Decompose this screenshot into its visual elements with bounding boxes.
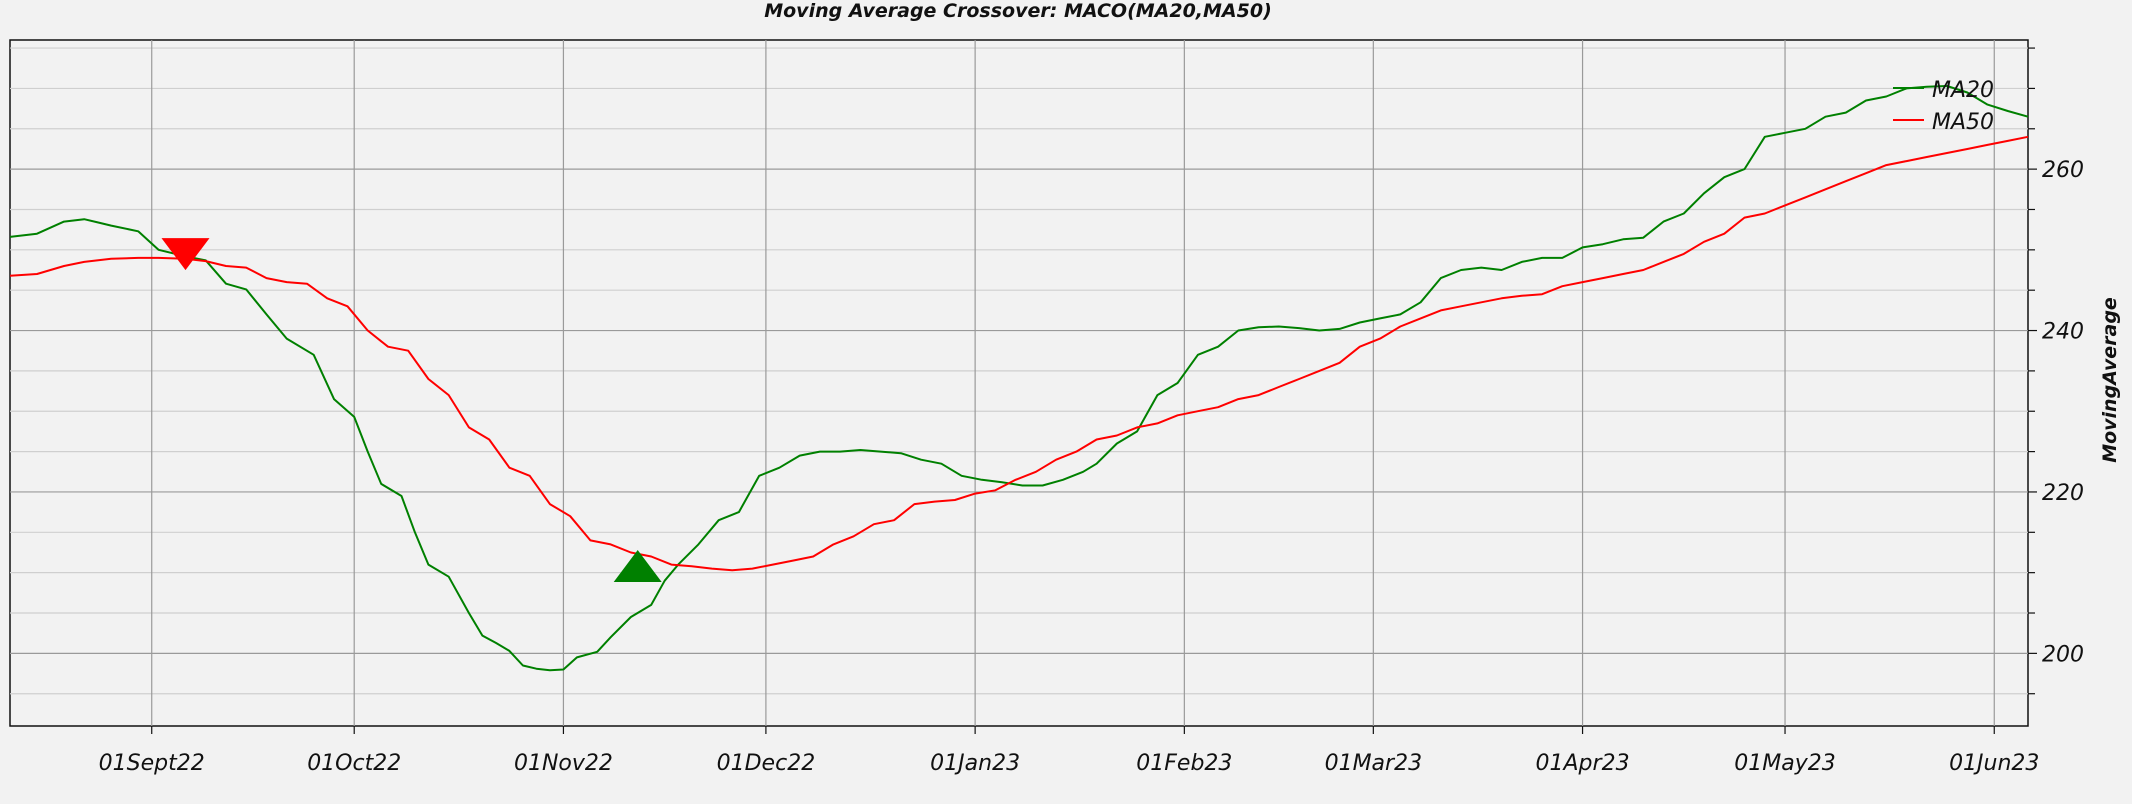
y-tick-label: 240 [2042, 320, 2084, 345]
axis-ticks: 200 220 240 260 01Sept22 01Oct22 01Nov22 01Dec2… [99, 47, 2084, 776]
x-tick-label: 01Sept22 [99, 751, 205, 776]
x-tick-label: 01Jun23 [1949, 751, 2039, 776]
plot-area [9, 39, 2029, 727]
x-tick-label: 01Dec22 [717, 751, 816, 776]
series-line-ma50 [9, 135, 2029, 572]
x-tick-label: 01Feb23 [1136, 751, 1232, 776]
y-tick-label: 260 [2042, 158, 2084, 183]
x-tick-label: 01Nov22 [514, 751, 613, 776]
series-lines [9, 85, 2029, 672]
x-tick-label: 01Apr23 [1536, 751, 1630, 776]
x-tick-label: 01Jan23 [930, 751, 1020, 776]
legend-label-ma50: MA50 [1932, 110, 1994, 135]
y-tick-label: 220 [2042, 481, 2084, 506]
chart-title: Moving Average Crossover: MACO(MA20,MA50… [764, 0, 1272, 22]
x-tick-label: 01Oct22 [307, 751, 401, 776]
x-tick-label: 01May23 [1734, 751, 1835, 776]
buy-signal-marker [613, 550, 662, 582]
sell-signal-marker [161, 238, 210, 271]
y-axis-label: MovingAverage [2099, 297, 2121, 463]
crossover-markers [161, 238, 662, 582]
legend-label-ma20: MA20 [1932, 78, 1994, 103]
series-line-ma20 [9, 85, 2029, 672]
legend: MA20 MA50 [1893, 78, 1994, 135]
x-tick-label: 01Mar23 [1325, 751, 1423, 776]
y-tick-label: 200 [2042, 642, 2084, 667]
